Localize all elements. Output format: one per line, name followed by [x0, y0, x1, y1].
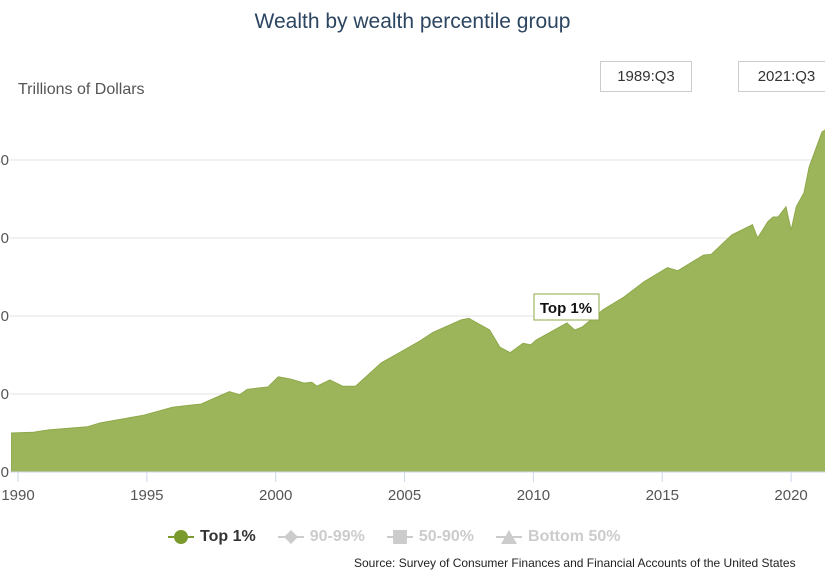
y-tick-label: 30 [0, 230, 9, 247]
annotation-label: Top 1% [540, 300, 592, 317]
triangle-marker-icon [496, 530, 523, 544]
x-tick-label: 2015 [646, 487, 679, 504]
annotation-box [533, 293, 600, 321]
legend-label: Bottom 50% [528, 528, 621, 545]
range-start-input[interactable]: 1989:Q3 [600, 61, 692, 92]
chart-plot: 0 10 20 30 40 1990 1995 2000 2005 2010 2015 2020 Top… [0, 129, 825, 504]
source-note: Source: Survey of Consumer Finances and … [354, 556, 796, 570]
x-tick-label: 1990 [1, 487, 34, 504]
legend-item-bottom-50[interactable]: Bottom 50% [496, 528, 620, 546]
y-tick-label: 40 [0, 152, 9, 169]
y-tick-label: 10 [0, 386, 9, 403]
circle-marker-icon [168, 530, 194, 544]
square-marker-icon [386, 530, 413, 544]
y-tick-label: 20 [0, 308, 9, 325]
x-tick-label: 1995 [130, 487, 163, 504]
x-tick-label: 2000 [259, 487, 292, 504]
legend: Top 1% 90-99% 50-90% Bottom 50% [168, 528, 620, 546]
legend-item-50-90[interactable]: 50-90% [386, 528, 475, 546]
area-top-1 [11, 129, 825, 473]
x-tick-label: 2005 [388, 487, 421, 504]
y-axis-label: Trillions of Dollars [18, 81, 145, 98]
x-tick-label: 2020 [774, 487, 807, 504]
legend-label: Top 1% [200, 528, 256, 545]
legend-label: 50-90% [418, 528, 475, 545]
diamond-marker-icon [277, 530, 304, 544]
legend-item-90-99[interactable]: 90-99% [277, 528, 365, 546]
legend-label: 90-99% [309, 528, 365, 545]
chart-title: Wealth by wealth percentile group [254, 10, 571, 33]
x-tick-label: 2010 [517, 487, 550, 504]
y-tick-label: 0 [1, 464, 9, 481]
legend-item-top-1[interactable]: Top 1% [168, 528, 256, 546]
range-end-input[interactable]: 2021:Q3 [738, 61, 825, 92]
